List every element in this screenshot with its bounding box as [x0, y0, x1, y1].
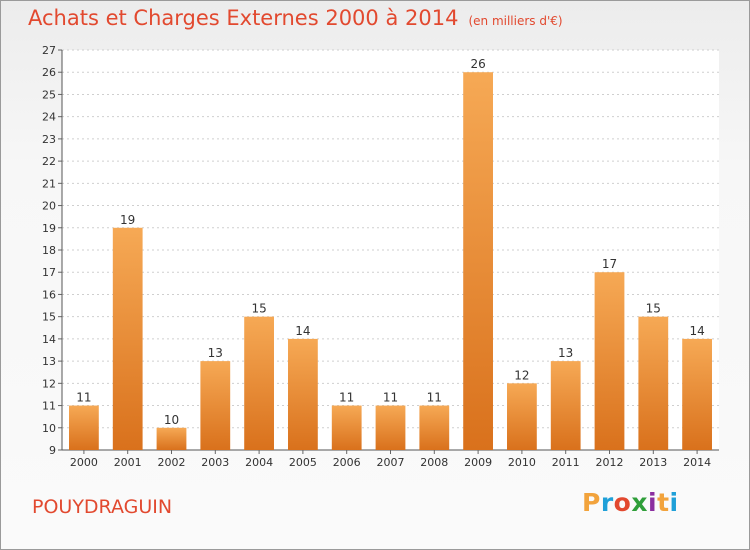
x-tick-label: 2003: [201, 456, 229, 469]
y-tick-label: 10: [42, 422, 56, 435]
x-tick-label: 2001: [114, 456, 142, 469]
bar: [112, 227, 143, 450]
bar: [594, 272, 625, 450]
logo-letter: i: [669, 488, 679, 517]
bar: [463, 72, 493, 450]
bar-value-label: 15: [251, 302, 266, 316]
logo-letter: r: [600, 488, 614, 517]
bar-value-label: 14: [689, 324, 704, 338]
y-tick-label: 21: [42, 177, 56, 190]
bar: [288, 338, 318, 450]
bar: [200, 361, 231, 450]
bar: [638, 316, 669, 450]
x-tick-label: 2000: [70, 456, 98, 469]
bar-value-label: 13: [208, 346, 223, 360]
y-tick-label: 13: [42, 355, 56, 368]
bar-value-label: 17: [602, 257, 617, 271]
x-tick-label: 2004: [245, 456, 273, 469]
y-tick-label: 20: [42, 200, 56, 213]
y-tick-label: 22: [42, 155, 56, 168]
bar-value-label: 12: [514, 368, 529, 382]
bar-value-label: 26: [470, 57, 485, 71]
logo-letter: t: [657, 488, 670, 517]
bar: [507, 383, 537, 450]
y-tick-label: 25: [42, 88, 56, 101]
x-tick-label: 2002: [158, 456, 186, 469]
y-tick-label: 24: [42, 111, 56, 124]
bar-value-label: 11: [76, 391, 91, 405]
bar-value-label: 14: [295, 324, 310, 338]
bar: [156, 427, 187, 450]
y-tick-label: 14: [42, 333, 56, 346]
y-tick-label: 23: [42, 133, 56, 146]
bar: [375, 405, 406, 450]
bar: [244, 316, 274, 450]
y-tick-label: 9: [49, 444, 56, 457]
logo-letter: o: [613, 488, 632, 517]
bar-value-label: 11: [427, 391, 442, 405]
bar-value-label: 10: [164, 413, 179, 427]
x-tick-label: 2010: [508, 456, 536, 469]
logo-letter: P: [582, 488, 601, 517]
bar: [682, 338, 712, 450]
bar: [550, 361, 581, 450]
commune-name: POUYDRAGUIN: [32, 496, 173, 518]
y-tick-label: 26: [42, 66, 56, 79]
y-tick-label: 11: [42, 400, 56, 413]
chart-title: Achats et Charges Externes 2000 à 2014 (e…: [28, 6, 563, 30]
y-tick-label: 27: [42, 44, 56, 57]
y-tick-label: 12: [42, 377, 56, 390]
bar: [331, 405, 362, 450]
x-tick-label: 2006: [333, 456, 361, 469]
y-tick-label: 17: [42, 266, 56, 279]
x-tick-label: 2014: [683, 456, 711, 469]
x-tick-label: 2011: [552, 456, 580, 469]
bar-value-label: 11: [383, 391, 398, 405]
x-tick-label: 2012: [596, 456, 624, 469]
proxiti-logo: Proxiti: [582, 488, 679, 517]
x-tick-label: 2013: [639, 456, 667, 469]
x-tick-label: 2009: [464, 456, 492, 469]
logo-letter: x: [631, 488, 648, 517]
unit-label: (en milliers d'€): [468, 14, 563, 28]
bar: [419, 405, 450, 450]
bar-value-label: 19: [120, 213, 135, 227]
x-tick-label: 2005: [289, 456, 317, 469]
bar-value-label: 15: [646, 302, 661, 316]
x-tick-label: 2007: [377, 456, 405, 469]
title-text: Achats et Charges Externes 2000 à 2014: [28, 6, 459, 30]
y-tick-label: 18: [42, 244, 56, 257]
y-tick-label: 16: [42, 288, 56, 301]
logo-letter: i: [648, 488, 658, 517]
bar-value-label: 13: [558, 346, 573, 360]
bar-value-label: 11: [339, 391, 354, 405]
x-tick-label: 2008: [420, 456, 448, 469]
bar: [69, 405, 99, 450]
y-tick-label: 19: [42, 222, 56, 235]
y-tick-label: 15: [42, 311, 56, 324]
